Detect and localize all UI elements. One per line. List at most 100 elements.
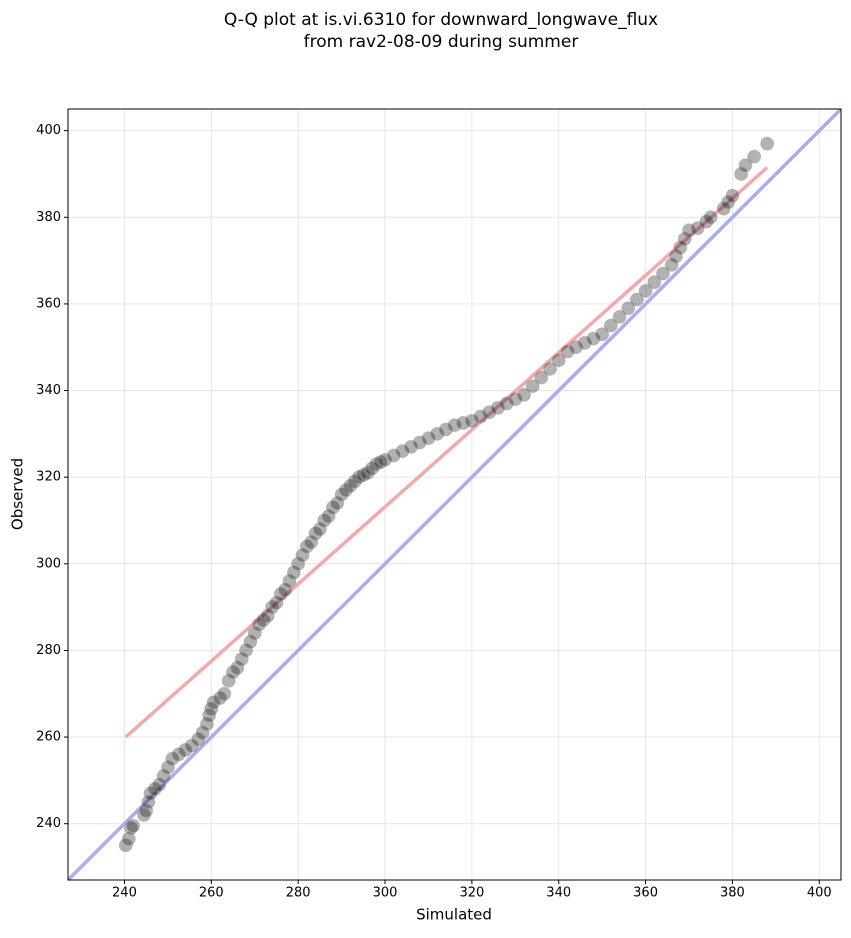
point [121, 831, 136, 846]
point [395, 444, 410, 459]
point [629, 292, 644, 307]
point [560, 344, 575, 359]
point [338, 483, 353, 498]
point [230, 660, 245, 675]
x-tick-label: 340 [546, 886, 571, 901]
y-tick-label: 400 [36, 123, 61, 138]
point [438, 422, 453, 437]
point [160, 760, 175, 775]
point [243, 634, 258, 649]
point [143, 786, 158, 801]
point [184, 738, 199, 753]
point [734, 166, 749, 181]
point [682, 223, 697, 238]
point [221, 673, 236, 688]
point [664, 257, 679, 272]
point [612, 309, 627, 324]
point [269, 595, 284, 610]
point [265, 600, 280, 615]
point [551, 353, 566, 368]
point [325, 500, 340, 515]
point [308, 526, 323, 541]
x-tick-label: 400 [807, 886, 832, 901]
x-tick-label: 240 [112, 886, 137, 901]
point [677, 231, 692, 246]
point [721, 195, 736, 210]
point [456, 416, 471, 431]
point [356, 468, 371, 483]
point [278, 582, 293, 597]
point [404, 439, 419, 454]
point [291, 556, 306, 571]
point [286, 565, 301, 580]
point [199, 717, 214, 732]
point [202, 708, 217, 723]
x-tick-label: 320 [459, 886, 484, 901]
point [668, 249, 683, 264]
point [317, 513, 332, 528]
point [152, 777, 167, 792]
point [304, 535, 319, 550]
point [206, 695, 221, 710]
point [725, 188, 740, 203]
point [638, 283, 653, 298]
point [464, 413, 479, 428]
y-tick-label: 260 [36, 730, 61, 745]
point [369, 457, 384, 472]
point [347, 474, 362, 489]
point [421, 431, 436, 446]
x-tick-label: 300 [373, 886, 398, 901]
point [690, 221, 705, 236]
point [386, 448, 401, 463]
point [703, 210, 718, 225]
chart-title: Q-Q plot at is.vi.6310 for downward_long… [224, 10, 658, 30]
point [295, 548, 310, 563]
plot-area [68, 109, 841, 880]
point [156, 769, 171, 784]
point [252, 617, 267, 632]
x-tick-label: 280 [286, 886, 311, 901]
point [747, 149, 762, 164]
point [655, 266, 670, 281]
point [603, 318, 618, 333]
point [139, 803, 154, 818]
point [586, 331, 601, 346]
point [595, 327, 610, 342]
reference-line [68, 109, 841, 880]
point [123, 821, 138, 836]
y-tick-label: 300 [36, 556, 61, 571]
point [136, 808, 151, 823]
point [473, 409, 488, 424]
point [699, 214, 714, 229]
point [621, 301, 636, 316]
point [118, 838, 133, 853]
point [447, 418, 462, 433]
point [673, 240, 688, 255]
point [126, 818, 141, 833]
x-axis-label: Simulated [416, 906, 492, 924]
point [364, 461, 379, 476]
point [273, 587, 288, 602]
point [234, 652, 249, 667]
point [430, 426, 445, 441]
x-tick-label: 380 [720, 886, 745, 901]
point [360, 465, 375, 480]
point [256, 613, 271, 628]
x-tick-label: 260 [199, 886, 224, 901]
point [534, 370, 549, 385]
reference-line [124, 166, 769, 739]
y-tick-label: 360 [36, 296, 61, 311]
point [178, 743, 193, 758]
point [716, 201, 731, 216]
point [499, 396, 514, 411]
point [226, 665, 241, 680]
point [508, 392, 523, 407]
point [312, 522, 327, 537]
plot-frame [67, 108, 842, 881]
point [239, 643, 254, 658]
point [412, 435, 427, 450]
x-tick-label: 360 [633, 886, 658, 901]
point [330, 496, 345, 511]
point [282, 574, 297, 589]
